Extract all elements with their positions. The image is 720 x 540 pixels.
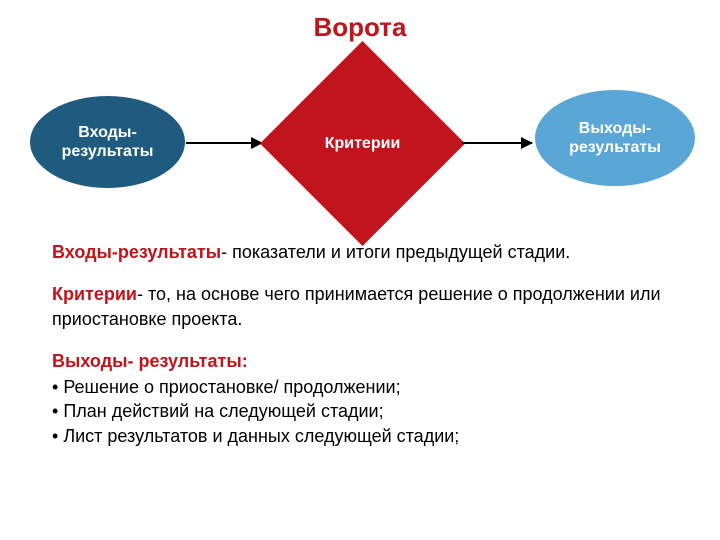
node-criteria-shape	[260, 41, 465, 246]
definitions-block: Входы-результаты- показатели и итоги пре…	[52, 240, 672, 448]
gate-diagram: Входы- результаты Критерии Выходы- резул…	[0, 56, 720, 226]
page-root: Ворота Входы- результаты Критерии Выходы…	[0, 0, 720, 540]
definition-inputs-term: Входы-результаты	[52, 242, 221, 262]
definition-criteria-term: Критерии	[52, 284, 137, 304]
list-item: Лист результатов и данных следующей стад…	[52, 424, 672, 448]
definition-inputs: Входы-результаты- показатели и итоги пре…	[52, 240, 672, 264]
definition-outputs-header: Выходы- результаты:	[52, 349, 672, 373]
definition-criteria: Критерии- то, на основе чего принимается…	[52, 282, 672, 331]
node-inputs-label: Входы- результаты	[62, 123, 154, 161]
edge-criteria-to-outputs	[462, 142, 532, 144]
definition-outputs-list: Решение о приостановке/ продолжении; Пла…	[52, 375, 672, 448]
definition-outputs-sep: :	[242, 351, 248, 371]
list-item: План действий на следующей стадии;	[52, 399, 672, 423]
definition-outputs-term: Выходы- результаты	[52, 351, 242, 371]
node-outputs-label: Выходы- результаты	[569, 119, 661, 157]
node-inputs-line2: результаты	[62, 143, 154, 160]
page-title: Ворота	[0, 12, 720, 43]
node-outputs-line2: результаты	[569, 139, 661, 156]
edge-inputs-to-criteria	[186, 142, 262, 144]
definition-inputs-sep: -	[221, 242, 232, 262]
node-outputs-line1: Выходы-	[579, 120, 651, 137]
definition-criteria-sep: -	[137, 284, 148, 304]
definition-inputs-body: показатели и итоги предыдущей стадии.	[232, 242, 570, 262]
list-item: Решение о приостановке/ продолжении;	[52, 375, 672, 399]
node-inputs: Входы- результаты	[30, 96, 185, 188]
node-outputs: Выходы- результаты	[535, 90, 695, 186]
node-inputs-line1: Входы-	[78, 124, 137, 141]
